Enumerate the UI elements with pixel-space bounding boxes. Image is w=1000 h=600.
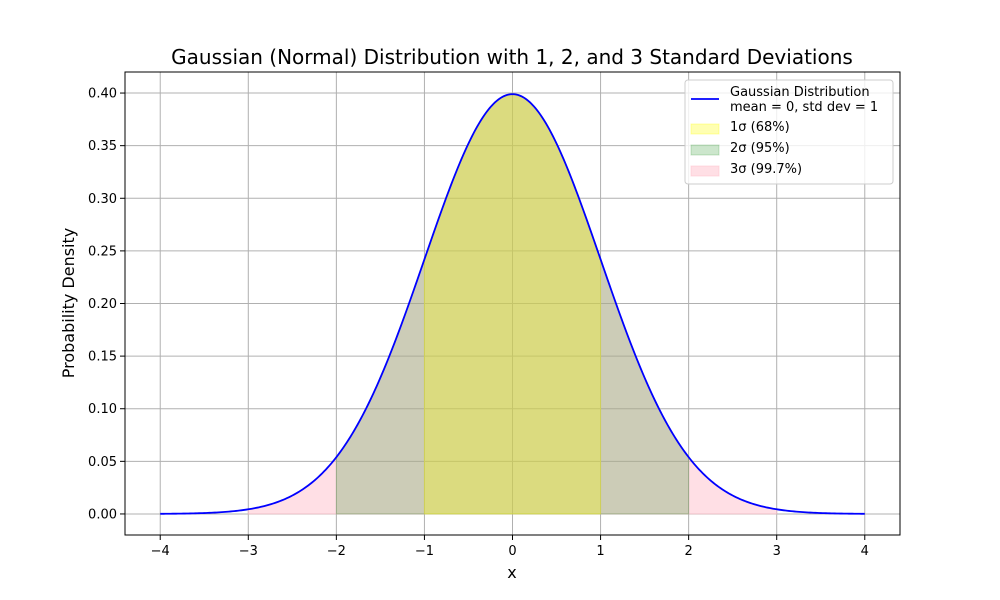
y-tick-label: 0.05	[88, 455, 117, 470]
x-tick-label: 0	[508, 544, 516, 559]
x-tick-label: −3	[239, 544, 258, 559]
legend-label: 1σ (68%)	[730, 120, 790, 135]
y-tick-label: 0.40	[88, 87, 117, 102]
legend-patch-swatch	[690, 144, 720, 156]
x-tick-label: −4	[151, 544, 170, 559]
legend-label: 2σ (95%)	[730, 141, 790, 156]
legend-box	[684, 79, 894, 185]
legend-label: 3σ (99.7%)	[730, 162, 802, 177]
x-tick-label: −1	[415, 544, 434, 559]
sigma-fill-1	[423, 93, 602, 515]
y-tick-label: 0.25	[88, 244, 117, 259]
y-tick-label: 0.20	[88, 297, 117, 312]
legend-patch-swatch	[690, 165, 720, 177]
legend-label: Gaussian Distribution	[730, 85, 870, 100]
legend-patch-swatch	[690, 123, 720, 135]
y-tick-label: 0.35	[88, 139, 117, 154]
x-tick-label: 4	[861, 544, 869, 559]
curve-layer	[160, 93, 865, 515]
chart-title: Gaussian (Normal) Distribution with 1, 2…	[171, 45, 853, 69]
y-axis-title: Probability Density	[59, 228, 78, 379]
y-tick-label: 0.10	[88, 402, 117, 417]
sigma-fills	[247, 93, 778, 515]
y-tick-label: 0.15	[88, 350, 117, 365]
ticks: −4 −3 −2 −1 0 1 2 3 4 0.00 0.05 0.10 0.15 0.20 0.25 0.3…	[88, 87, 869, 559]
x-tick-label: −2	[327, 544, 346, 559]
y-tick-label: 0.00	[88, 507, 117, 522]
legend-label: mean = 0, std dev = 1	[730, 100, 878, 115]
x-tick-label: 2	[684, 544, 692, 559]
x-axis-title: x	[507, 563, 516, 582]
x-tick-label: 1	[596, 544, 604, 559]
gaussian-curve	[160, 93, 865, 515]
y-tick-label: 0.30	[88, 192, 117, 207]
x-tick-label: 3	[773, 544, 781, 559]
